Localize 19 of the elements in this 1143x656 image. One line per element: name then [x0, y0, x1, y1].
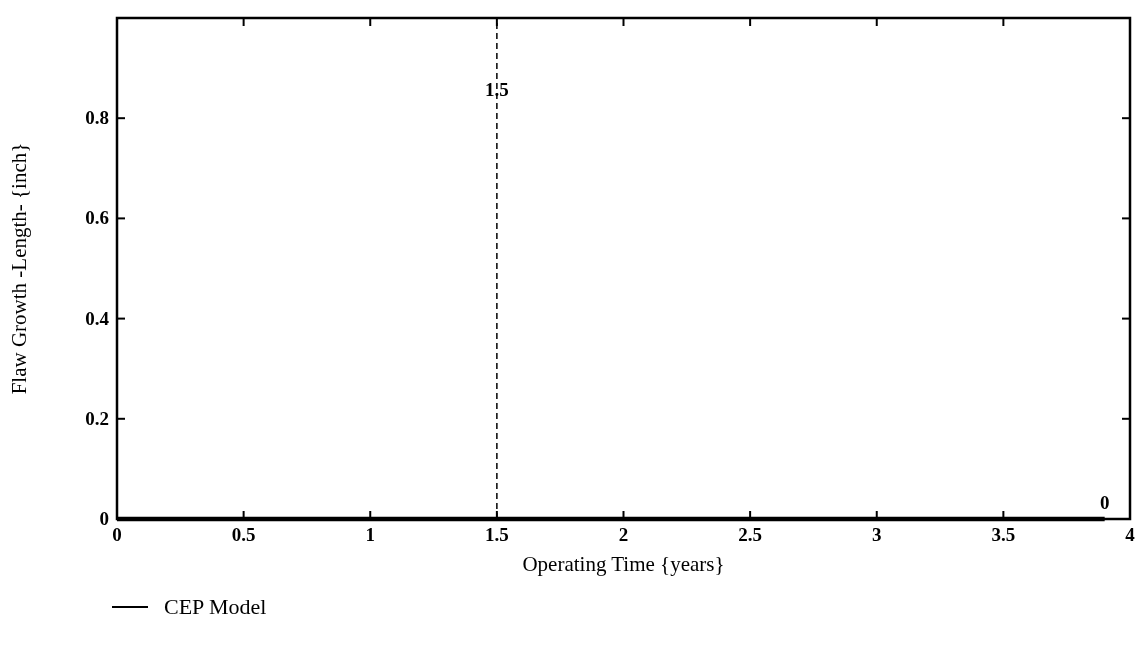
y-tick-label: 0.4 — [85, 307, 110, 329]
y-tick-label: 0.2 — [85, 407, 109, 429]
x-tick-label: 3.5 — [991, 524, 1016, 545]
x-tick-label: 4 — [1125, 524, 1136, 545]
x-tick-label: 0 — [112, 524, 122, 545]
x-tick-label: 1.5 — [485, 524, 509, 545]
y-axis-title: Flaw Growth -Length- {inch} — [7, 142, 31, 395]
x-tick-label: 0.5 — [231, 524, 256, 545]
x-axis-title: Operating Time {years} — [522, 552, 725, 576]
legend-label: CEP Model — [164, 594, 267, 619]
x-tick-label: 2.5 — [738, 524, 762, 545]
annotation: 0 — [1099, 492, 1110, 513]
x-tick-label: 1 — [365, 524, 375, 545]
ref-line-label: 1.5 — [485, 79, 509, 100]
y-tick-label: 0 — [99, 508, 109, 529]
y-tick-label: 0.6 — [85, 207, 109, 229]
y-tick-label: 0.8 — [85, 107, 109, 129]
x-tick-label: 2 — [618, 524, 629, 545]
x-tick-label: 3 — [872, 524, 882, 545]
